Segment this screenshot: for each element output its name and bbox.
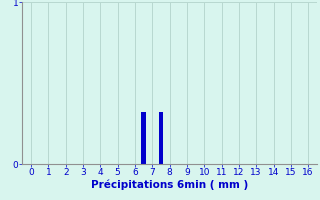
Bar	[141, 112, 146, 164]
X-axis label: Précipitations 6min ( mm ): Précipitations 6min ( mm )	[91, 180, 248, 190]
Bar	[159, 112, 163, 164]
